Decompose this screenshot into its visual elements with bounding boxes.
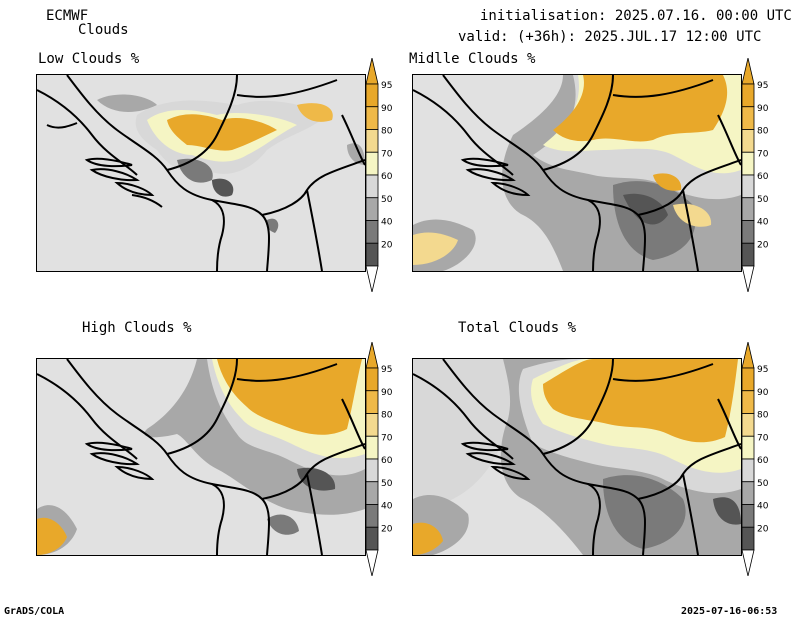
init-time: initialisation: 2025.07.16. 00:00 UTC xyxy=(480,8,792,24)
colorbar-label: 60 xyxy=(381,456,393,466)
colorbar-label: 80 xyxy=(757,411,769,421)
colorbar-swatch xyxy=(365,413,379,437)
colorbar-swatch xyxy=(365,197,379,221)
borders xyxy=(37,359,365,555)
colorbar-top-arrow xyxy=(365,342,379,369)
valid-time: valid: (+36h): 2025.JUL.17 12:00 UTC xyxy=(458,29,762,45)
colorbar-bottom-arrow xyxy=(365,265,379,292)
colorbar-label: 70 xyxy=(757,149,769,159)
footer-software: GrADS/COLA xyxy=(4,606,65,617)
colorbar-bottom-arrow xyxy=(741,265,755,292)
colorbar-label: 95 xyxy=(757,81,768,91)
map-high-clouds xyxy=(36,358,366,556)
colorbar-swatch xyxy=(365,367,379,392)
colorbar-label: 90 xyxy=(381,388,393,398)
colorbar-label: 50 xyxy=(757,479,769,489)
colorbar-label: 80 xyxy=(757,127,769,137)
colorbar-swatch xyxy=(741,220,755,244)
colorbar-label: 90 xyxy=(381,104,393,114)
colorbar-swatch xyxy=(365,129,379,153)
colorbar-label: 50 xyxy=(757,195,769,205)
cloud-field xyxy=(97,94,365,233)
colorbar-label: 95 xyxy=(757,365,768,375)
colorbar-label: 40 xyxy=(757,218,769,228)
colorbar-label: 80 xyxy=(381,411,393,421)
colorbar-label: 40 xyxy=(381,218,393,228)
cloud-field xyxy=(413,75,741,271)
colorbar-swatch xyxy=(741,526,755,551)
map-total-clouds xyxy=(412,358,742,556)
colorbar-high: 95 90 80 70 60 50 40 20 xyxy=(364,342,404,576)
map-middle-clouds xyxy=(412,74,742,272)
colorbar-low: 95 90 80 70 60 50 40 20 xyxy=(364,58,404,292)
colorbar-swatch xyxy=(741,83,755,108)
colorbar-swatch xyxy=(365,435,379,460)
colorbar-swatch xyxy=(365,390,379,414)
colorbar-label: 90 xyxy=(757,104,769,114)
panel-title-total: Total Clouds % xyxy=(458,320,577,336)
colorbar-label: 50 xyxy=(381,195,393,205)
colorbar-bottom-arrow xyxy=(741,549,755,576)
borders xyxy=(413,75,741,271)
borders xyxy=(413,359,741,555)
colorbar-label: 20 xyxy=(381,524,393,534)
colorbar-label: 60 xyxy=(757,172,769,182)
colorbar-swatch xyxy=(365,106,379,130)
colorbar-swatch xyxy=(741,242,755,267)
colorbar-label: 20 xyxy=(757,240,769,250)
colorbar-top-arrow xyxy=(741,342,755,369)
colorbar-swatch xyxy=(741,129,755,153)
colorbar-swatch xyxy=(365,151,379,176)
colorbar-swatch xyxy=(741,504,755,528)
colorbar-swatch xyxy=(365,242,379,267)
colorbar-label: 20 xyxy=(757,524,769,534)
model-label: ECMWF xyxy=(46,8,89,24)
colorbar-label: 70 xyxy=(381,433,393,443)
colorbar-label: 60 xyxy=(381,172,393,182)
colorbar-label: 40 xyxy=(381,502,393,512)
colorbar-swatch xyxy=(741,106,755,130)
colorbar-label: 90 xyxy=(757,388,769,398)
colorbar-swatch xyxy=(365,504,379,528)
cloud-field xyxy=(413,359,741,555)
colorbar-label: 95 xyxy=(381,81,392,91)
colorbar-total: 95 90 80 70 60 50 40 20 xyxy=(740,342,780,576)
colorbar-swatch xyxy=(741,435,755,460)
colorbar-swatch xyxy=(741,367,755,392)
borders xyxy=(37,75,365,271)
colorbar-label: 50 xyxy=(381,479,393,489)
colorbar-swatch xyxy=(741,390,755,414)
colorbar-label: 70 xyxy=(757,433,769,443)
map-low-clouds xyxy=(36,74,366,272)
colorbar-swatch xyxy=(741,481,755,505)
colorbar-label: 70 xyxy=(381,149,393,159)
colorbar-swatch xyxy=(741,197,755,221)
panel-title-high: High Clouds % xyxy=(82,320,192,336)
colorbar-label: 60 xyxy=(757,456,769,466)
colorbar-swatch xyxy=(365,174,379,199)
colorbar-label: 40 xyxy=(757,502,769,512)
panel-title-low: Low Clouds % xyxy=(38,51,140,67)
colorbar-swatch xyxy=(741,174,755,199)
colorbar-label: 95 xyxy=(381,365,392,375)
colorbar-swatch xyxy=(365,458,379,483)
colorbar-label: 80 xyxy=(381,127,393,137)
colorbar-swatch xyxy=(365,481,379,505)
colorbar-swatch xyxy=(365,526,379,551)
product-label: Clouds xyxy=(78,22,129,38)
colorbar-swatch xyxy=(741,413,755,437)
colorbar-middle: 95 90 80 70 60 50 40 20 xyxy=(740,58,780,292)
colorbar-top-arrow xyxy=(741,58,755,85)
colorbar-swatch xyxy=(741,151,755,176)
panel-title-middle: Midlle Clouds % xyxy=(409,51,536,67)
colorbar-top-arrow xyxy=(365,58,379,85)
footer-timestamp: 2025-07-16-06:53 xyxy=(681,606,778,617)
colorbar-swatch xyxy=(365,220,379,244)
colorbar-bottom-arrow xyxy=(365,549,379,576)
colorbar-label: 20 xyxy=(381,240,393,250)
cloud-field xyxy=(37,359,365,555)
colorbar-swatch xyxy=(365,83,379,108)
colorbar-swatch xyxy=(741,458,755,483)
